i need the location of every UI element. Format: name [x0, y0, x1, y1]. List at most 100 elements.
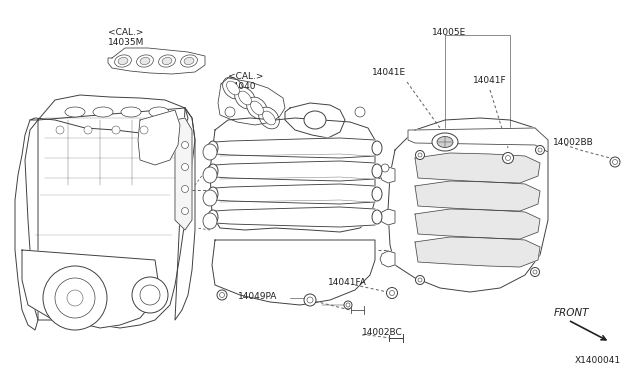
Circle shape: [387, 288, 397, 298]
Ellipse shape: [227, 81, 239, 95]
Polygon shape: [22, 250, 158, 328]
Ellipse shape: [115, 55, 131, 67]
Ellipse shape: [93, 107, 113, 117]
Text: FRONT: FRONT: [554, 308, 589, 318]
Circle shape: [415, 276, 424, 285]
Ellipse shape: [432, 133, 458, 151]
Text: 14005E: 14005E: [432, 28, 467, 37]
Ellipse shape: [259, 107, 279, 129]
Circle shape: [182, 164, 189, 170]
Circle shape: [140, 285, 160, 305]
Ellipse shape: [203, 144, 217, 160]
Polygon shape: [218, 78, 285, 125]
Ellipse shape: [304, 111, 326, 129]
Polygon shape: [15, 120, 38, 330]
Polygon shape: [388, 118, 548, 292]
Circle shape: [415, 151, 424, 160]
Circle shape: [344, 301, 352, 309]
Ellipse shape: [140, 57, 150, 65]
Circle shape: [536, 145, 545, 154]
Polygon shape: [415, 153, 540, 183]
Circle shape: [502, 153, 513, 164]
Circle shape: [43, 266, 107, 330]
Ellipse shape: [208, 210, 218, 224]
Ellipse shape: [437, 137, 453, 148]
Polygon shape: [380, 167, 395, 183]
Circle shape: [225, 107, 235, 117]
Ellipse shape: [262, 111, 275, 125]
Ellipse shape: [184, 57, 194, 65]
Text: <CAL.>
14040: <CAL.> 14040: [228, 72, 264, 92]
Polygon shape: [210, 118, 375, 232]
Circle shape: [610, 157, 620, 167]
Ellipse shape: [121, 107, 141, 117]
Ellipse shape: [372, 187, 382, 201]
Ellipse shape: [208, 187, 218, 201]
Polygon shape: [415, 209, 540, 239]
Polygon shape: [212, 240, 375, 305]
Circle shape: [67, 290, 83, 306]
Polygon shape: [415, 181, 540, 211]
Circle shape: [220, 292, 225, 298]
Polygon shape: [175, 118, 192, 230]
Circle shape: [140, 126, 148, 134]
Ellipse shape: [159, 55, 175, 67]
Ellipse shape: [136, 55, 154, 67]
Circle shape: [506, 155, 511, 160]
Ellipse shape: [251, 101, 264, 115]
Circle shape: [418, 153, 422, 157]
Ellipse shape: [203, 190, 217, 206]
Text: 14002BB: 14002BB: [553, 138, 594, 147]
Circle shape: [182, 208, 189, 215]
Circle shape: [56, 126, 64, 134]
Circle shape: [346, 303, 350, 307]
Polygon shape: [380, 209, 395, 225]
Ellipse shape: [208, 141, 218, 155]
Circle shape: [112, 126, 120, 134]
Circle shape: [418, 278, 422, 282]
Polygon shape: [380, 251, 395, 267]
Circle shape: [304, 294, 316, 306]
Circle shape: [132, 277, 168, 313]
Text: X1400041: X1400041: [575, 356, 621, 365]
Circle shape: [381, 164, 389, 172]
Ellipse shape: [180, 55, 197, 67]
Polygon shape: [415, 237, 540, 267]
Ellipse shape: [235, 87, 255, 109]
Polygon shape: [175, 108, 195, 320]
Text: 14041FA: 14041FA: [328, 278, 367, 287]
Circle shape: [84, 126, 92, 134]
Polygon shape: [138, 110, 180, 165]
Polygon shape: [108, 48, 205, 74]
Ellipse shape: [118, 57, 128, 65]
Ellipse shape: [208, 164, 218, 178]
Circle shape: [390, 291, 394, 295]
Text: 14049PA: 14049PA: [238, 292, 277, 301]
Circle shape: [182, 141, 189, 148]
Circle shape: [182, 186, 189, 192]
Polygon shape: [215, 184, 375, 204]
Polygon shape: [25, 108, 195, 328]
Ellipse shape: [203, 213, 217, 229]
Ellipse shape: [372, 141, 382, 155]
Polygon shape: [215, 161, 375, 181]
Text: 14002BC: 14002BC: [362, 328, 403, 337]
Circle shape: [55, 278, 95, 318]
Circle shape: [533, 270, 537, 274]
Ellipse shape: [239, 91, 252, 105]
Text: 14041E: 14041E: [372, 68, 406, 77]
Ellipse shape: [203, 167, 217, 183]
Text: 14041F: 14041F: [473, 76, 507, 85]
Circle shape: [355, 107, 365, 117]
Ellipse shape: [65, 107, 85, 117]
Polygon shape: [30, 95, 188, 135]
Circle shape: [217, 290, 227, 300]
Ellipse shape: [246, 97, 268, 119]
Ellipse shape: [372, 164, 382, 178]
Circle shape: [612, 160, 618, 164]
Ellipse shape: [372, 210, 382, 224]
Ellipse shape: [149, 107, 169, 117]
Circle shape: [307, 297, 313, 303]
Circle shape: [531, 267, 540, 276]
Circle shape: [538, 148, 542, 152]
